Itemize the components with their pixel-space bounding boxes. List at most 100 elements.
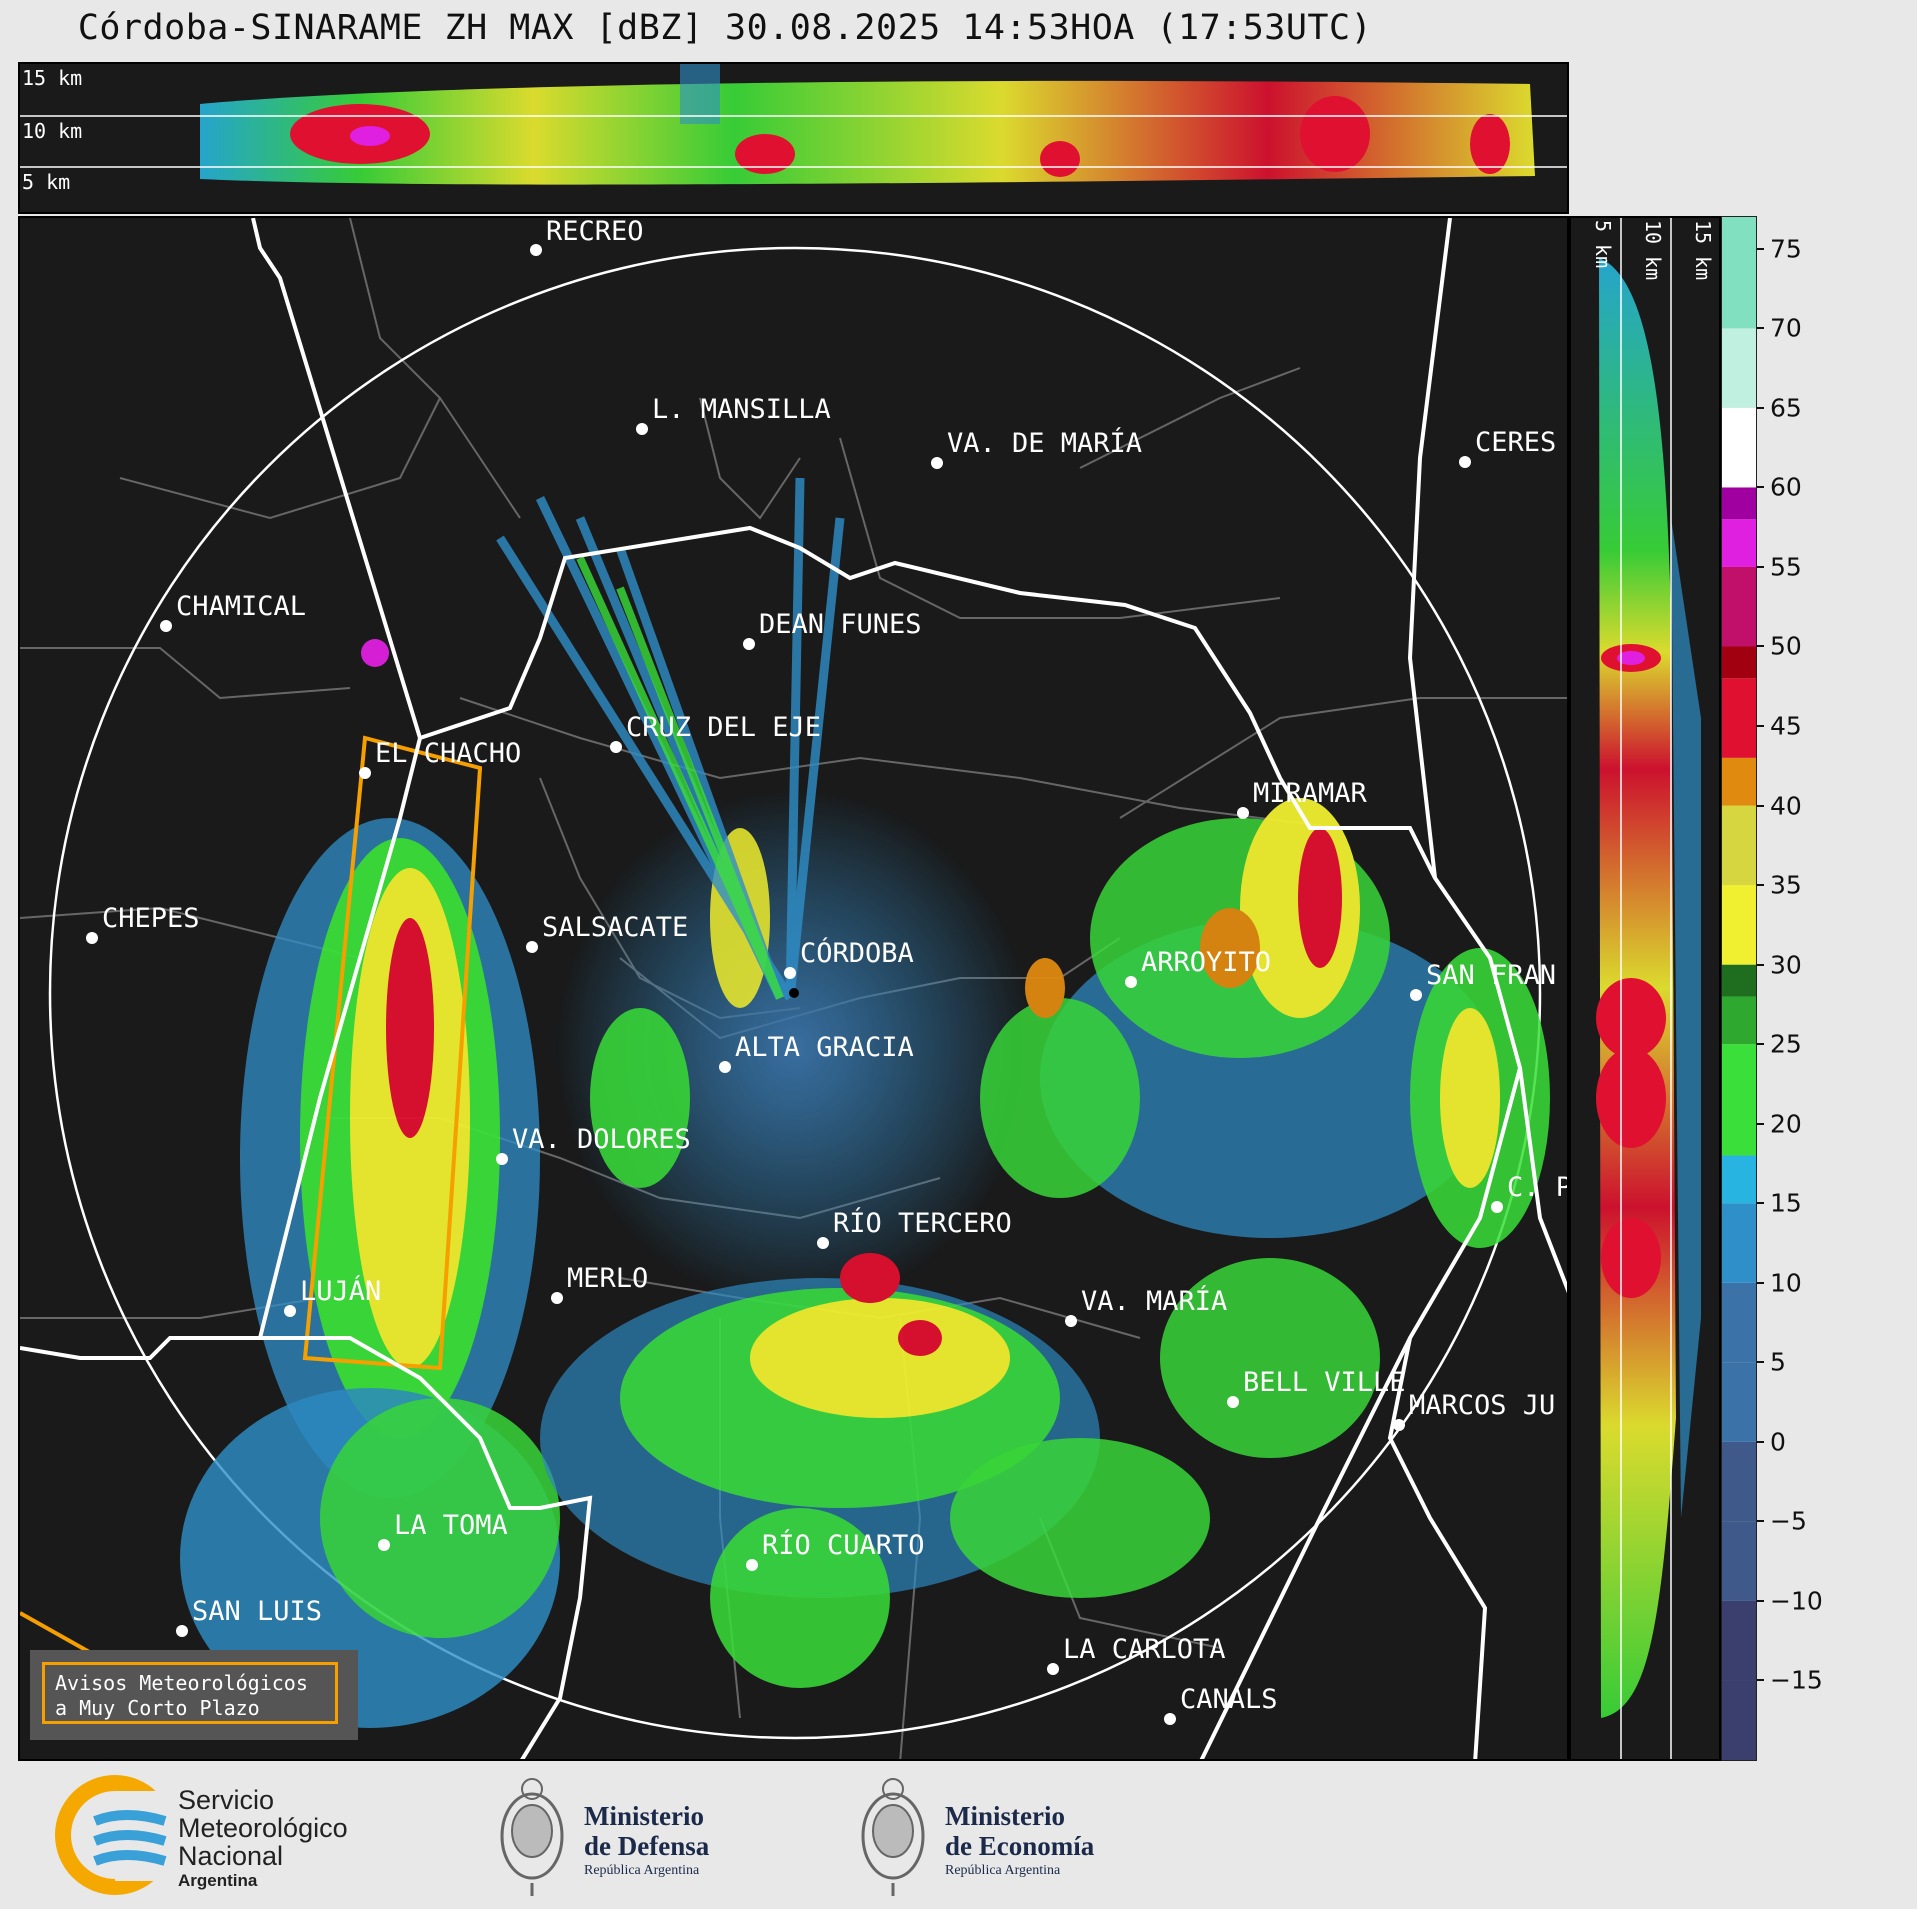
city-dot-la-carlota [1047, 1663, 1059, 1675]
defensa-line2: de Defensa [584, 1831, 710, 1861]
colorbar-tick-label: 55 [1770, 552, 1802, 582]
colorbar-tick-label: 65 [1770, 393, 1802, 423]
city-label-ceres: CERES [1475, 427, 1557, 458]
colorbar-tick-label: 50 [1770, 631, 1802, 661]
city-dot-ceres [1459, 456, 1471, 468]
colorbar-band [1722, 646, 1756, 679]
city-dot-c-p [1491, 1201, 1503, 1213]
colorbar-tick-mark [1757, 1679, 1764, 1682]
colorbar-band [1722, 217, 1756, 329]
city-label-alta-gracia: ALTA GRACIA [735, 1032, 914, 1063]
city-label-va-de-maria: VA. DE MARÍA [947, 428, 1143, 459]
colorbar-tick-mark [1757, 1281, 1764, 1284]
city-dot-arroyito [1125, 976, 1137, 988]
defensa-line3: República Argentina [584, 1863, 700, 1878]
colorbar-band [1722, 1362, 1756, 1442]
colorbar-band [1722, 407, 1756, 488]
city-dot-canals [1164, 1713, 1176, 1725]
colorbar-tick-label: 40 [1770, 791, 1802, 821]
colorbar-tick-mark [1757, 247, 1764, 250]
city-label-san-francisco: SAN FRAN [1426, 960, 1557, 991]
city-label-miramar: MIRAMAR [1253, 778, 1367, 809]
economia-line1: Ministerio [945, 1801, 1065, 1831]
colorbar-band [1722, 678, 1756, 758]
city-dot-va-de-maria [931, 457, 943, 469]
colorbar-tick-mark [1757, 1202, 1764, 1205]
colorbar-tick-mark [1757, 1599, 1764, 1602]
map-title: Córdoba-SINARAME ZH MAX [dBZ] 30.08.2025… [77, 8, 1373, 48]
economia-line2: de Economía [945, 1831, 1095, 1861]
side-altitude-label-15km: 15 km [1691, 220, 1715, 281]
altitude-label-10km: 10 km [22, 119, 83, 143]
city-label-chamical: CHAMICAL [176, 591, 307, 622]
city-label-canals: CANALS [1180, 1684, 1278, 1715]
alert-legend-line1: Avisos Meteorológicos [55, 1671, 308, 1695]
city-dot-merlo [551, 1292, 563, 1304]
colorbar-tick-label: 0 [1770, 1427, 1786, 1457]
colorbar-tick-mark [1757, 1361, 1764, 1364]
city-label-recreo: RECREO [546, 216, 644, 247]
side-altitude-label-5km: 5 km [1591, 220, 1615, 269]
colorbar-tick-mark [1757, 1043, 1764, 1046]
smn-line1: Servicio [178, 1785, 275, 1815]
colorbar-tick-label: 35 [1770, 870, 1802, 900]
colorbar-tick-label: 60 [1770, 472, 1802, 502]
colorbar-band [1722, 996, 1756, 1045]
colorbar-tick-label: 5 [1770, 1347, 1786, 1377]
colorbar-tick-label: −10 [1770, 1586, 1823, 1616]
city-label-san-luis: SAN LUIS [192, 1596, 323, 1627]
colorbar-tick-mark [1757, 1440, 1764, 1443]
colorbar-tick-label: 75 [1770, 234, 1802, 264]
city-label-merlo: MERLO [567, 1263, 649, 1294]
colorbar-band [1722, 487, 1756, 520]
city-label-dean-funes: DEAN FUNES [759, 609, 922, 640]
economia-line3: República Argentina [945, 1863, 1061, 1878]
city-label-salsacate: SALSACATE [542, 912, 689, 943]
colorbar-band [1722, 1680, 1756, 1760]
city-dot-cordoba [784, 967, 796, 979]
city-dot-chepes [86, 932, 98, 944]
colorbar-tick-label: 25 [1770, 1029, 1802, 1059]
colorbar-band [1722, 328, 1756, 408]
city-dot-recreo [530, 244, 542, 256]
city-dot-san-francisco [1410, 989, 1422, 1001]
smn-logo-icon [55, 1775, 195, 1895]
colorbar-tick-label: 20 [1770, 1109, 1802, 1139]
city-dot-cruz-del-eje [610, 741, 622, 753]
city-dot-l-mansilla [636, 423, 648, 435]
colorbar-band [1722, 1521, 1756, 1601]
colorbar-tick-label: 15 [1770, 1188, 1802, 1218]
economia-coat-of-arms-icon [861, 1778, 925, 1896]
city-label-va-dolores: VA. DOLORES [512, 1124, 691, 1155]
side-cross-section-panel: 5 km 10 km 15 km [1569, 216, 1721, 1761]
city-dot-va-maria [1065, 1315, 1077, 1327]
defensa-coat-of-arms-icon [500, 1778, 564, 1896]
smn-line4: Argentina [178, 1871, 258, 1890]
colorbar-band [1722, 805, 1756, 886]
city-label-c-p: C. P [1507, 1172, 1569, 1203]
colorbar-tick-mark [1757, 725, 1764, 728]
colorbar-tick-label: 10 [1770, 1268, 1802, 1298]
colorbar-band [1722, 566, 1756, 647]
colorbar-tick-mark [1757, 804, 1764, 807]
city-label-lujan: LUJÁN [300, 1276, 382, 1307]
city-dot-el-chacho [359, 767, 371, 779]
alert-legend-box: Avisos Meteorológicos a Muy Corto Plazo [30, 1650, 358, 1740]
colorbar-band [1722, 1282, 1756, 1363]
city-dot-salsacate [526, 941, 538, 953]
colorbar-tick-label: −15 [1770, 1665, 1823, 1695]
logo-strip: Servicio Meteorológico Nacional Argentin… [0, 1763, 1917, 1909]
city-label-el-chacho: EL CHACHO [375, 738, 522, 769]
city-dot-dean-funes [743, 638, 755, 650]
city-dot-san-luis [176, 1625, 188, 1637]
colorbar-band [1722, 1155, 1756, 1204]
top-cross-section-panel: 15 km 10 km 5 km [18, 62, 1569, 214]
city-label-cruz-del-eje: CRUZ DEL EJE [626, 712, 822, 743]
city-label-chepes: CHEPES [102, 903, 200, 934]
colorbar-tick-label: 70 [1770, 313, 1802, 343]
colorbar-band [1722, 964, 1756, 997]
city-label-l-mansilla: L. MANSILLA [652, 394, 831, 425]
colorbar-tick-mark [1757, 1520, 1764, 1523]
colorbar-tick-mark [1757, 327, 1764, 330]
city-dot-chamical [160, 620, 172, 632]
